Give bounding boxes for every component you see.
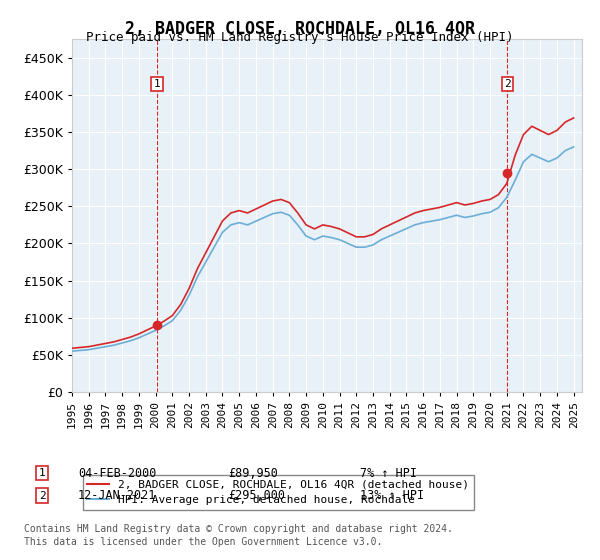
Text: 13% ↑ HPI: 13% ↑ HPI [360, 489, 424, 502]
Text: 2: 2 [504, 79, 511, 89]
Text: This data is licensed under the Open Government Licence v3.0.: This data is licensed under the Open Gov… [24, 536, 382, 547]
Text: 7% ↑ HPI: 7% ↑ HPI [360, 466, 417, 480]
Text: 1: 1 [38, 468, 46, 478]
Text: £89,950: £89,950 [228, 466, 278, 480]
Text: 04-FEB-2000: 04-FEB-2000 [78, 466, 157, 480]
Text: 2, BADGER CLOSE, ROCHDALE, OL16 4QR: 2, BADGER CLOSE, ROCHDALE, OL16 4QR [125, 20, 475, 38]
Legend: 2, BADGER CLOSE, ROCHDALE, OL16 4QR (detached house), HPI: Average price, detach: 2, BADGER CLOSE, ROCHDALE, OL16 4QR (det… [83, 475, 473, 510]
Text: Price paid vs. HM Land Registry's House Price Index (HPI): Price paid vs. HM Land Registry's House … [86, 31, 514, 44]
Text: 1: 1 [154, 79, 160, 89]
Text: Contains HM Land Registry data © Crown copyright and database right 2024.: Contains HM Land Registry data © Crown c… [24, 524, 453, 534]
Text: £295,000: £295,000 [228, 489, 285, 502]
Text: 12-JAN-2021: 12-JAN-2021 [78, 489, 157, 502]
Text: 2: 2 [38, 491, 46, 501]
